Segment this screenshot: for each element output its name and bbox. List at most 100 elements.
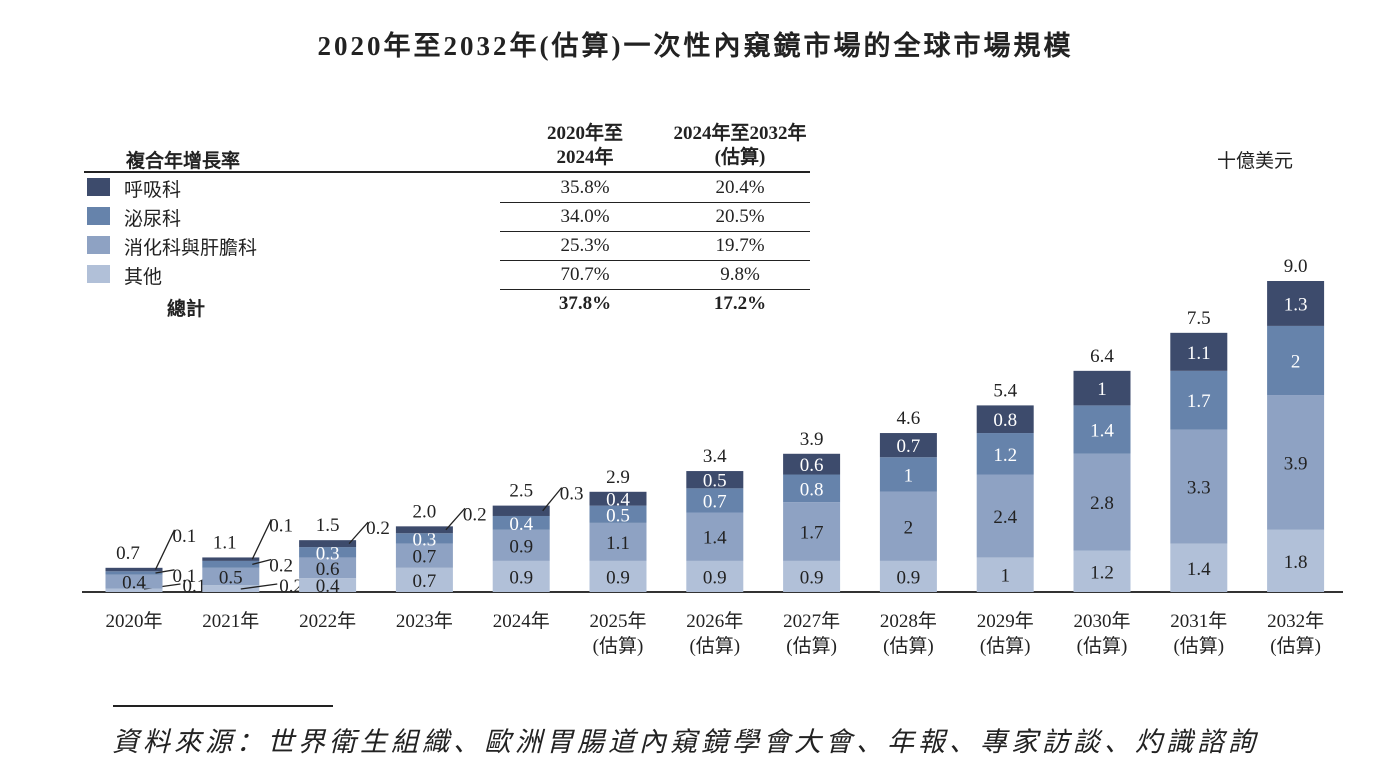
segment-label: 0.3 xyxy=(560,484,584,505)
segment-label: 0.9 xyxy=(703,567,727,588)
segment-label: 2 xyxy=(904,517,914,538)
x-tick-label: 2032年 xyxy=(1267,610,1324,632)
bar-segment xyxy=(589,491,647,506)
cagr-value-2024-2032: 20.4% xyxy=(715,177,765,198)
x-tick-sublabel: (估算) xyxy=(883,635,934,657)
legend-label: 其他 xyxy=(124,267,163,288)
legend-label: 呼吸科 xyxy=(124,180,182,201)
segment-label: 2 xyxy=(1291,351,1301,372)
x-tick-label: 2027年 xyxy=(783,610,840,632)
segment-label: 0.1 xyxy=(173,566,197,587)
segment-label: 0.9 xyxy=(509,567,533,588)
total-label: 3.9 xyxy=(800,429,824,450)
bar-segment xyxy=(879,491,937,561)
segment-label: 1.4 xyxy=(703,528,727,549)
bar-segment xyxy=(686,471,744,489)
bar-segment xyxy=(492,560,550,592)
bar-segment xyxy=(1170,332,1228,371)
segment-label: 0.1 xyxy=(269,515,293,536)
cagr-value-2020-2024: 35.8% xyxy=(560,177,610,198)
bar-segment xyxy=(492,505,550,516)
legend-label: 消化科與肝膽科 xyxy=(124,238,258,259)
segment-label: 0.2 xyxy=(463,504,487,525)
header-line: 2024年至2032年 xyxy=(673,123,807,144)
segment-label: 0.3 xyxy=(316,543,340,564)
x-tick-label: 2020年 xyxy=(105,610,162,632)
bar-segment xyxy=(783,502,841,561)
cagr-value-2024-2032: 19.7% xyxy=(715,235,765,256)
x-tick-sublabel: (估算) xyxy=(786,635,837,657)
segment-label: 1.2 xyxy=(1090,562,1114,583)
segment-label: 0.1 xyxy=(173,526,197,547)
bar-segment xyxy=(589,505,647,523)
segment-label: 0.3 xyxy=(413,529,437,550)
total-label: 4.6 xyxy=(897,408,921,429)
segment-label: 1.4 xyxy=(1187,559,1211,580)
x-tick-sublabel: (估算) xyxy=(1077,635,1128,657)
bar-segment xyxy=(202,585,260,592)
cagr-value-2020-2024: 34.0% xyxy=(560,206,610,227)
cagr-heading: 複合年增長率 xyxy=(126,151,241,172)
x-tick-label: 2025年 xyxy=(589,610,646,632)
legend-swatch xyxy=(87,265,110,283)
bar-segment xyxy=(1267,529,1325,592)
bar-segment xyxy=(1073,405,1131,454)
x-tick-sublabel: (估算) xyxy=(689,635,740,657)
segment-label: 0.7 xyxy=(897,436,921,457)
segment-label: 0.2 xyxy=(366,518,390,539)
total-label: 2.9 xyxy=(606,467,630,488)
bar-segment xyxy=(1073,370,1131,406)
bar-segment xyxy=(589,560,647,592)
bar-segment xyxy=(686,512,744,561)
segment-label: 0.8 xyxy=(800,479,824,500)
cagr-value-2024-2032: 20.5% xyxy=(715,206,765,227)
segment-label: 1.4 xyxy=(1090,421,1114,442)
bar-segment xyxy=(202,557,260,561)
cagr-col2-header: 2024年至2032年 (估算) xyxy=(650,122,830,170)
total-label: 5.4 xyxy=(993,380,1017,401)
bar-segment xyxy=(783,453,841,475)
segment-label: 0.9 xyxy=(509,536,533,557)
bar-segment xyxy=(976,433,1034,475)
total-label: 1.1 xyxy=(213,532,237,553)
header-line: 2020年至 xyxy=(546,123,623,144)
total-label: 3.4 xyxy=(703,446,727,467)
segment-label: 0.5 xyxy=(219,567,243,588)
x-tick-sublabel: (估算) xyxy=(593,635,644,657)
bar-segment xyxy=(783,474,841,503)
bar-segment xyxy=(299,557,357,579)
bar-segment xyxy=(1170,543,1228,592)
footnote-divider xyxy=(113,705,333,707)
x-tick-label: 2030年 xyxy=(1073,610,1130,632)
segment-label: 0.6 xyxy=(316,559,340,580)
segment-label: 1 xyxy=(1097,379,1107,400)
segment-label: 0.5 xyxy=(703,471,727,492)
bar-segment xyxy=(395,567,453,592)
segment-label: 2.8 xyxy=(1090,493,1114,514)
bar-segment xyxy=(1073,453,1131,551)
legend-swatch xyxy=(87,178,110,196)
segment-label: 0.4 xyxy=(316,576,340,597)
segment-label: 2.4 xyxy=(993,507,1017,528)
row-divider xyxy=(500,202,810,204)
cagr-col1-header: 2020年至 2024年 xyxy=(510,122,660,170)
bar-segment xyxy=(1170,429,1228,544)
segment-label: 1 xyxy=(1000,566,1010,587)
source-note: 資料來源：世界衛生組織、歐洲胃腸道內窺鏡學會大會、年報、專家訪談、灼識諮詢 xyxy=(112,727,1259,757)
segment-label: 0.7 xyxy=(413,547,437,568)
segment-label: 1 xyxy=(904,466,914,487)
bar-segment xyxy=(783,560,841,592)
x-tick-label: 2021年 xyxy=(202,610,259,632)
bar-segment xyxy=(395,526,453,534)
bar-segment xyxy=(299,547,357,558)
leader-line xyxy=(240,583,278,590)
header-line: 2024年 xyxy=(556,147,614,168)
bar-segment xyxy=(879,457,937,492)
total-label: 9.0 xyxy=(1284,256,1308,277)
total-label: 0.7 xyxy=(116,543,140,564)
segment-label: 1.7 xyxy=(1187,391,1211,412)
segment-label: 0.2 xyxy=(279,576,303,597)
segment-label: 0.9 xyxy=(800,567,824,588)
segment-label: 0.8 xyxy=(993,410,1017,431)
segment-label: 1.1 xyxy=(606,533,630,554)
